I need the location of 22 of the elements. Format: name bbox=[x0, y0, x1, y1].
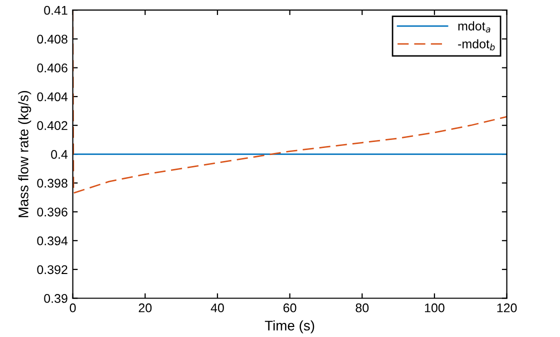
y-tick-label: 0.402 bbox=[37, 121, 68, 130]
y-tick-label: 0.396 bbox=[37, 208, 68, 216]
y-tick-label: 0.408 bbox=[37, 34, 68, 44]
y-tick-label: 0.404 bbox=[37, 92, 68, 102]
legend-label: -mdot$_{b}$ bbox=[458, 39, 495, 50]
y-tick-label: 0.4 bbox=[51, 150, 68, 159]
x-tick-label: 120 bbox=[497, 303, 517, 312]
y-tick-label: 0.398 bbox=[37, 178, 68, 188]
x-tick-label: 100 bbox=[424, 303, 444, 312]
x-tick-label: 20 bbox=[138, 303, 152, 312]
y-tick-label: 0.39 bbox=[44, 294, 68, 303]
y-axis-title: Mass flow rate (kg/s) bbox=[18, 90, 32, 218]
x-tick-label: 60 bbox=[283, 303, 296, 312]
x-tick-label: 40 bbox=[210, 303, 224, 312]
legend-label: mdot$_{a}$ bbox=[458, 21, 490, 33]
y-tick-label: 0.392 bbox=[37, 265, 68, 274]
y-tick-label: 0.394 bbox=[37, 236, 68, 246]
y-tick-label: 0.406 bbox=[37, 64, 68, 72]
x-tick-label: 80 bbox=[356, 303, 369, 312]
x-axis-title: Time (s) bbox=[264, 320, 314, 334]
x-tick-label: 0 bbox=[70, 303, 76, 312]
y-tick-label: 0.41 bbox=[44, 6, 68, 15]
